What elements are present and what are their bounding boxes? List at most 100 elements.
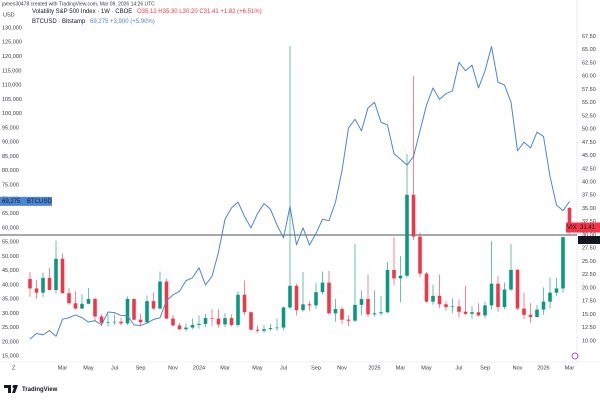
y2-tick-label: 60.00 [582,74,596,80]
y-tick-label: 50,000 [2,254,19,260]
y-tick-label: 95,000 [2,125,19,131]
candle-body [522,308,526,315]
candle-body [197,323,201,325]
candle-body [41,277,45,293]
level-tag [578,235,600,244]
candle-body [288,285,292,308]
legend-values: 69,275 +3,900 (+5.90%) [90,19,155,25]
x-tick-label: Nov [168,365,178,371]
y-tick-label: 125,000 [2,40,22,46]
candle-body [411,194,416,237]
candle-body [405,194,409,276]
y2-tick-label: 10.00 [582,338,596,344]
y-tick-label: 65,000 [2,211,19,217]
candle-body [398,275,403,279]
y2-tick-label: 62.50 [582,60,596,66]
candle-body [99,316,104,323]
candle-body [372,313,377,315]
x-tick-label: Sep [136,365,146,371]
y2-tick-label: 52.50 [582,113,596,119]
candle-body [463,311,468,314]
y2-tick-label: 32.50 [582,219,596,225]
x-tick-label: May [252,365,263,371]
y2-tick-label: 50.00 [582,127,596,133]
y2-tick-label: 25.00 [582,259,596,265]
candle-body [281,307,286,328]
candle-body [340,309,344,320]
y-tick-label: 130,000 [2,25,22,31]
y-axis-label: USD [3,12,15,18]
y-tick-label: 115,000 [2,68,21,74]
y-tick-label: 85,000 [2,154,19,160]
candle-body [119,321,123,324]
candle-body [346,319,351,321]
candle-body [151,301,156,309]
legend-btc: BTCUSD · Bitstamp 69,275 +3,900 (+5.90%) [32,19,155,25]
candle-body [47,277,52,291]
y-tick-label: 30,000 [2,311,19,317]
event-icon[interactable] [571,352,579,360]
y2-tick-label: 17.50 [582,299,596,305]
y-tick-label: 45,000 [2,268,19,274]
timezone-icon[interactable]: Z [12,365,16,371]
y-tick-label: 100,000 [2,111,22,117]
x-tick-label: Mar [220,365,230,371]
legend-name: BTCUSD · Bitstamp [32,19,86,25]
y-tick-label: 120,000 [2,54,22,60]
candle-body [535,309,539,318]
price-tag-name: VIX [567,225,577,231]
candle-body [80,303,84,309]
candle-body [489,283,494,306]
candle-body [437,295,442,305]
price-tag [566,222,600,233]
candle-body [190,324,195,328]
candle-body [541,301,546,310]
x-tick-label: Mar [396,365,406,371]
x-tick-label: Jul [280,365,287,371]
y-tick-label: 40,000 [2,282,19,288]
candle-body [554,288,559,293]
y2-tick-label: 27.50 [582,246,596,252]
y2-tick-label: 57.50 [582,87,596,93]
candle-body [314,292,318,306]
candle-body [242,294,247,313]
candle-body [112,321,117,323]
candle-body [457,306,461,312]
candle-body [34,288,39,293]
candle-body [379,312,383,314]
candle-body [418,236,422,274]
candle-body [424,273,429,302]
candle-body [223,318,227,325]
price-tag-value: 31.41 [580,225,596,231]
candle-body [366,299,370,315]
x-tick-label: Sep [480,365,490,371]
candle-body [177,325,182,330]
candle-body [359,299,364,305]
y-tick-label: 90,000 [2,140,19,146]
candle-body [132,299,136,320]
candle-body [548,292,552,302]
candle-body [60,258,65,294]
candle-body [496,283,500,307]
x-tick-label: Nov [513,365,523,371]
candle-body [450,306,455,308]
price-tag-value: 69,275 [2,199,21,205]
x-tick-label: 2025 [368,365,380,371]
candle-body [125,299,130,324]
candles [28,46,572,333]
y2-tick-label: 40.00 [582,180,596,186]
price-tag-name: BTCUSD [27,199,52,205]
candle-body [470,312,474,314]
candle-body [262,329,266,331]
candle-body [431,295,435,302]
candle-body [353,304,357,321]
x-tick-label: May [421,365,432,371]
chart-title: james30478 created with TradingView.com,… [1,1,155,7]
price-tag [0,196,52,206]
candle-body [333,309,338,314]
brand-logo: TradingView [4,385,58,393]
candle-body [229,318,234,325]
candle-body [86,299,91,304]
